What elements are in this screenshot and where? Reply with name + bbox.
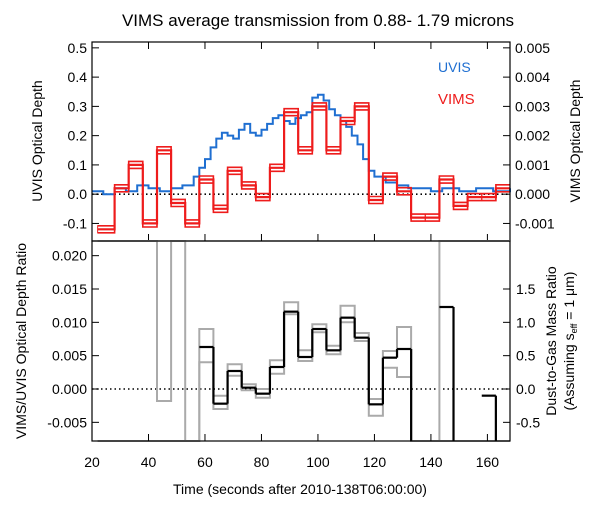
vims-bin-16 (325, 146, 342, 155)
vims-upper-band (97, 102, 510, 227)
top-ticks-layer: 0.5 0.4 0.3 0.2 0.1 0.0 -0.1 0.005 0.004 0.003 0.0… (63, 40, 555, 241)
vims-bin-15 (311, 102, 327, 111)
bottom-right-tick-label-0: 1.5 (516, 281, 536, 297)
vims-bin-13 (283, 108, 299, 117)
line2-end: = 1 μm) (561, 272, 577, 324)
uvis-legend: UVIS (438, 59, 471, 75)
uvis-series-line (92, 93, 511, 196)
top-left-tick-label-0: 0.5 (68, 40, 88, 56)
top-left-tick-label-3: 0.2 (68, 128, 88, 144)
vims-bin-9 (227, 166, 243, 175)
x-tick-label-4: 100 (306, 454, 330, 470)
vims-series-line (97, 105, 510, 231)
vims-bin-3 (142, 219, 158, 228)
x-axis-label: Time (seconds after 2010-138T06:00:00) (173, 481, 427, 497)
bottom-right-axis-label-line1: Dust-to-Gas Mass Ratio (543, 266, 559, 416)
bottom-right-tick-label-2: 0.5 (516, 348, 536, 364)
vims-bin-23 (424, 213, 440, 222)
top-right-axis-label: VIMS Optical Depth (567, 80, 583, 203)
vims-bin-17 (340, 117, 356, 126)
vims-bin-18 (354, 102, 370, 111)
line2-subscript: eff (569, 323, 579, 333)
top-right-tick-label-0: 0.005 (515, 40, 550, 56)
x-tick-label-5: 120 (363, 454, 387, 470)
bottom-left-tick-label-3: 0.005 (52, 348, 87, 364)
bottom-left-tick-label-1: 0.015 (52, 281, 87, 297)
chart-title: VIMS average transmission from 0.88- 1.7… (122, 11, 514, 30)
vims-bin-2 (128, 160, 144, 169)
vims-bin-24 (438, 175, 455, 184)
vims-bin-10 (241, 181, 257, 190)
top-series-layer (92, 93, 511, 234)
vims-bin-20 (382, 172, 398, 181)
top-right-tick-label-6: -0.001 (515, 215, 555, 231)
bottom-series-layer (92, 240, 510, 442)
x-tick-label-1: 40 (141, 454, 157, 470)
bottom-panel-frame (91, 240, 511, 442)
x-tick-label-6: 140 (419, 454, 443, 470)
vims-bin-1 (114, 184, 130, 193)
vims-bin-5 (170, 198, 186, 207)
top-left-tick-label-2: 0.3 (68, 98, 88, 114)
top-right-tick-label-2: 0.003 (515, 98, 550, 114)
top-left-tick-label-4: 0.1 (68, 157, 88, 173)
vims-bin-7 (198, 175, 214, 184)
vims-bin-6 (184, 219, 200, 228)
bottom-left-tick-label-4: 0.000 (52, 381, 87, 397)
bottom-left-tick-label-2: 0.010 (52, 314, 87, 330)
vims-bin-21 (396, 187, 412, 196)
x-tick-label-2: 60 (197, 454, 213, 470)
vims-bin-14 (297, 146, 313, 155)
x-tick-label-0: 20 (84, 454, 100, 470)
bottom-right-tick-label-3: 0.0 (516, 381, 536, 397)
vims-bin-8 (212, 204, 229, 213)
bottom-right-tick-label-4: -0.5 (516, 414, 540, 430)
vims-bin-4 (156, 146, 172, 155)
line2-start: (Assuming s (561, 333, 577, 410)
ratio-upper-bound-line (97, 240, 510, 442)
vims-bin-25 (453, 201, 469, 210)
vims-bin-27 (481, 193, 497, 202)
vims-legend: VIMS (438, 91, 475, 108)
vims-bin-11 (255, 193, 271, 202)
top-left-tick-label-5: 0.0 (68, 186, 88, 202)
bottom-right-tick-label-1: 1.0 (516, 314, 536, 330)
ratio-lower-bound-line (97, 313, 510, 442)
x-tick-label-3: 80 (254, 454, 270, 470)
bottom-right-axis-label-line2: (Assuming seff = 1 μm) (561, 272, 579, 411)
top-left-tick-label-6: -0.1 (63, 215, 87, 231)
bottom-left-tick-label-5: -0.005 (47, 414, 87, 430)
bottom-left-axis-label: VIMS/UVIS Optical Depth Ratio (13, 243, 29, 439)
vims-bin-0 (97, 225, 116, 234)
top-left-tick-label-1: 0.4 (68, 69, 88, 85)
bottom-left-tick-label-0: 0.020 (52, 248, 87, 264)
bottom-panel: 0.0200.0150.0100.0050.000-0.0051.51.00.5… (13, 240, 579, 497)
top-right-tick-label-3: 0.002 (515, 128, 550, 144)
x-tick-label-7: 160 (476, 454, 500, 470)
vims-bin-19 (368, 196, 384, 205)
top-left-axis-label: UVIS Optical Depth (29, 80, 45, 201)
top-right-tick-label-4: 0.001 (515, 157, 550, 173)
vims-bin-12 (269, 163, 285, 172)
top-panel: 0.5 0.4 0.3 0.2 0.1 0.0 -0.1 0.005 0.004 0.003 0.0… (29, 40, 583, 242)
top-right-tick-label-1: 0.004 (515, 69, 550, 85)
top-right-tick-label-5: 0.000 (515, 186, 550, 202)
bottom-right-axis-label: Dust-to-Gas Mass Ratio (Assuming seff = … (543, 266, 579, 416)
bottom-ticks-layer: 0.0200.0150.0100.0050.000-0.0051.51.00.5… (47, 248, 540, 470)
vims-lower-band (97, 109, 510, 234)
